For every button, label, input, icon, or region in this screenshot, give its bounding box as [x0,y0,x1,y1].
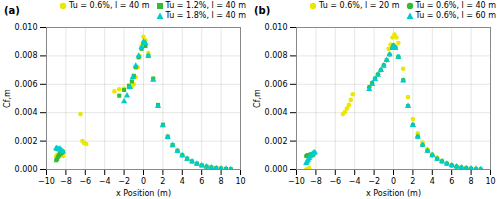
svg-text:0.002: 0.002 [265,137,288,146]
svg-text:−4: −4 [99,177,111,186]
svg-text:4: 4 [180,177,185,186]
html-text:Tu = 1.2%, l = 40 m: Tu = 1.2%, l = 40 m [165,1,246,10]
svg-text:0: 0 [141,177,146,186]
svg-text:8: 8 [469,177,474,186]
html-text:Tu = 0.6%, l = 60 m: Tu = 0.6%, l = 60 m [415,11,496,20]
svg-text:8: 8 [219,177,224,186]
svg-text:10: 10 [235,177,245,186]
svg-text:0.006: 0.006 [265,80,288,89]
svg-text:−4: −4 [349,177,361,186]
html-text:Tu = 0.6%, l = 40 m: Tu = 0.6%, l = 40 m [415,1,496,10]
svg-text:−2: −2 [368,177,380,186]
svg-text:Cf,m: Cf,m [253,89,262,108]
svg-text:Cf,m: Cf,m [3,89,12,108]
svg-text:−6: −6 [329,177,341,186]
svg-text:x Position (m): x Position (m) [366,189,421,198]
svg-text:0.010: 0.010 [265,23,288,32]
svg-text:0.008: 0.008 [15,51,38,60]
svg-text:10: 10 [485,177,495,186]
svg-text:0.000: 0.000 [265,165,288,174]
svg-text:4: 4 [430,177,435,186]
svg-text:−2: −2 [118,177,130,186]
svg-text:0.008: 0.008 [265,51,288,60]
svg-text:0.002: 0.002 [15,137,38,146]
svg-text:0.004: 0.004 [265,108,288,117]
html-text:Tu = 0.6%, l = 20 m: Tu = 0.6%, l = 20 m [319,1,400,10]
svg-text:0: 0 [391,177,396,186]
svg-text:−10: −10 [38,177,55,186]
svg-text:−8: −8 [310,177,322,186]
html-text:Tu = 1.8%, l = 40 m: Tu = 1.8%, l = 40 m [165,11,246,20]
svg-text:2: 2 [410,177,415,186]
html-text:Tu = 0.6%, l = 40 m: Tu = 0.6%, l = 40 m [69,1,150,10]
svg-text:0.010: 0.010 [15,23,38,32]
html-text:(b): (b) [254,5,271,16]
svg-text:0.000: 0.000 [15,165,38,174]
svg-text:−8: −8 [60,177,72,186]
svg-text:0.006: 0.006 [15,80,38,89]
svg-text:6: 6 [449,177,454,186]
html-text:(a): (a) [4,5,20,16]
svg-text:0.004: 0.004 [15,108,38,117]
svg-text:−10: −10 [288,177,305,186]
svg-text:x Position (m): x Position (m) [116,189,171,198]
svg-text:−6: −6 [79,177,91,186]
svg-text:6: 6 [199,177,204,186]
svg-text:2: 2 [160,177,165,186]
